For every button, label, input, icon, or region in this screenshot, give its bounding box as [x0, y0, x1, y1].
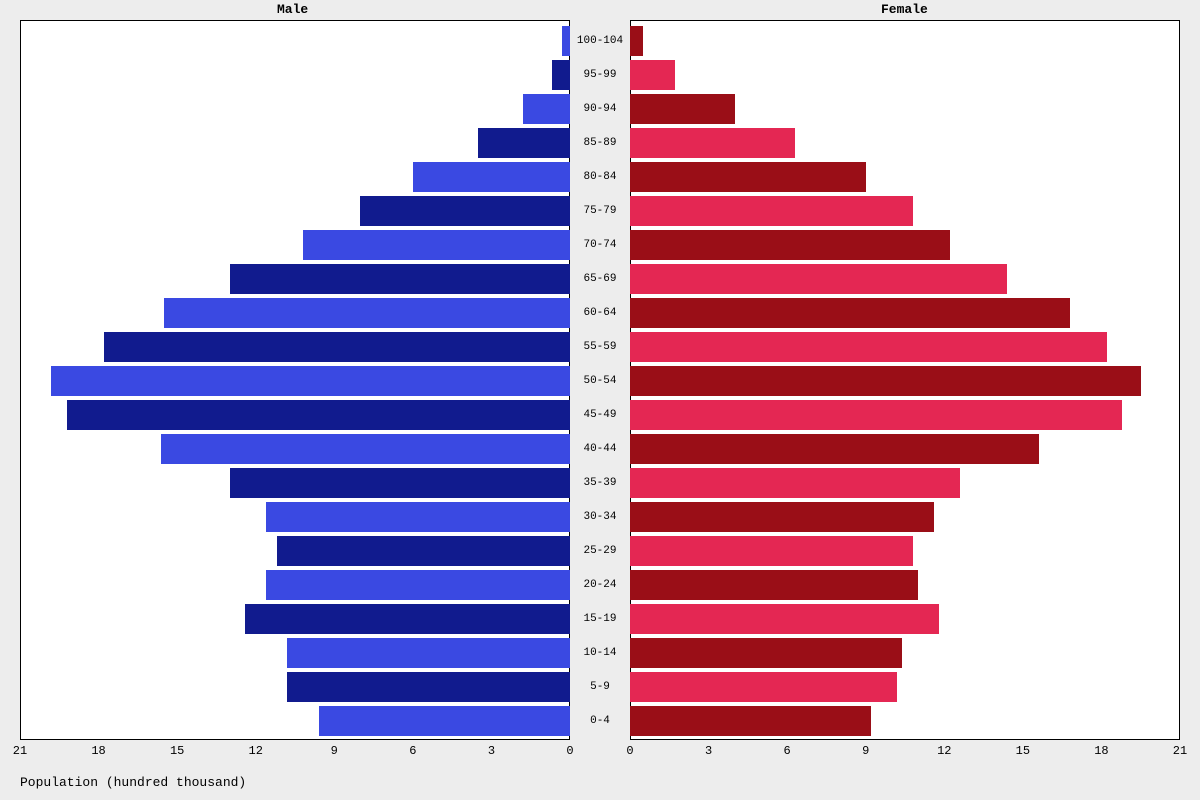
- age-label: 40-44: [570, 443, 630, 455]
- female-bar: [630, 400, 1122, 430]
- male-bar: [266, 570, 570, 600]
- x-tick: 0: [626, 744, 633, 758]
- age-label: 100-104: [570, 35, 630, 47]
- age-label: 95-99: [570, 69, 630, 81]
- age-label: 70-74: [570, 239, 630, 251]
- age-label: 50-54: [570, 375, 630, 387]
- x-axis-label: Population (hundred thousand): [20, 775, 246, 790]
- x-tick: 15: [170, 744, 184, 758]
- female-title: Female: [881, 2, 928, 17]
- x-tick: 12: [937, 744, 951, 758]
- male-bar: [266, 502, 570, 532]
- age-label: 30-34: [570, 511, 630, 523]
- age-label: 25-29: [570, 545, 630, 557]
- male-bar: [245, 604, 570, 634]
- female-bar: [630, 298, 1070, 328]
- x-tick: 6: [409, 744, 416, 758]
- female-bar: [630, 332, 1107, 362]
- age-label: 0-4: [570, 715, 630, 727]
- x-tick: 3: [705, 744, 712, 758]
- male-bar: [67, 400, 570, 430]
- x-tick: 3: [488, 744, 495, 758]
- female-bar: [630, 366, 1141, 396]
- female-bar: [630, 604, 939, 634]
- male-bar: [287, 638, 570, 668]
- x-tick: 15: [1016, 744, 1030, 758]
- male-bar: [552, 60, 570, 90]
- male-bar: [277, 536, 570, 566]
- male-bar: [230, 264, 570, 294]
- age-label: 20-24: [570, 579, 630, 591]
- male-bar: [523, 94, 570, 124]
- age-label: 80-84: [570, 171, 630, 183]
- female-bar: [630, 468, 960, 498]
- female-bar: [630, 26, 643, 56]
- female-bar: [630, 502, 934, 532]
- female-bar: [630, 672, 897, 702]
- female-bar: [630, 434, 1039, 464]
- age-label: 45-49: [570, 409, 630, 421]
- age-label: 75-79: [570, 205, 630, 217]
- x-tick: 6: [784, 744, 791, 758]
- male-bar: [287, 672, 570, 702]
- female-bar: [630, 128, 795, 158]
- age-label: 90-94: [570, 103, 630, 115]
- age-label: 85-89: [570, 137, 630, 149]
- male-bar: [478, 128, 570, 158]
- male-bar: [360, 196, 570, 226]
- age-label: 15-19: [570, 613, 630, 625]
- plot-area: 100-104 95-99 90-94 85-89 80-84 75-79 70-74 65-…: [20, 20, 1180, 740]
- x-tick: 21: [13, 744, 27, 758]
- female-bar: [630, 230, 950, 260]
- female-bar: [630, 638, 902, 668]
- x-tick: 21: [1173, 744, 1187, 758]
- bars-layer: 100-104 95-99 90-94 85-89 80-84 75-79 70-74 65-…: [20, 20, 1180, 740]
- male-bar: [104, 332, 570, 362]
- x-tick: 9: [862, 744, 869, 758]
- male-bar: [303, 230, 570, 260]
- age-label: 5-9: [570, 681, 630, 693]
- age-label: 55-59: [570, 341, 630, 353]
- male-bar: [230, 468, 570, 498]
- male-bar: [161, 434, 570, 464]
- male-bar: [413, 162, 570, 192]
- female-bar: [630, 196, 913, 226]
- age-label: 65-69: [570, 273, 630, 285]
- male-bar: [562, 26, 570, 56]
- male-title: Male: [277, 2, 308, 17]
- male-bar: [319, 706, 570, 736]
- x-tick: 9: [331, 744, 338, 758]
- x-tick: 18: [1094, 744, 1108, 758]
- male-bar: [164, 298, 570, 328]
- x-ticks: 212118181515121299663300: [20, 744, 1180, 764]
- x-tick: 18: [91, 744, 105, 758]
- female-bar: [630, 706, 871, 736]
- age-label: 10-14: [570, 647, 630, 659]
- x-tick: 12: [249, 744, 263, 758]
- female-bar: [630, 264, 1007, 294]
- female-bar: [630, 60, 675, 90]
- female-bar: [630, 536, 913, 566]
- age-label: 60-64: [570, 307, 630, 319]
- female-bar: [630, 570, 918, 600]
- female-bar: [630, 94, 735, 124]
- male-bar: [51, 366, 570, 396]
- age-label: 35-39: [570, 477, 630, 489]
- female-bar: [630, 162, 866, 192]
- x-tick: 0: [566, 744, 573, 758]
